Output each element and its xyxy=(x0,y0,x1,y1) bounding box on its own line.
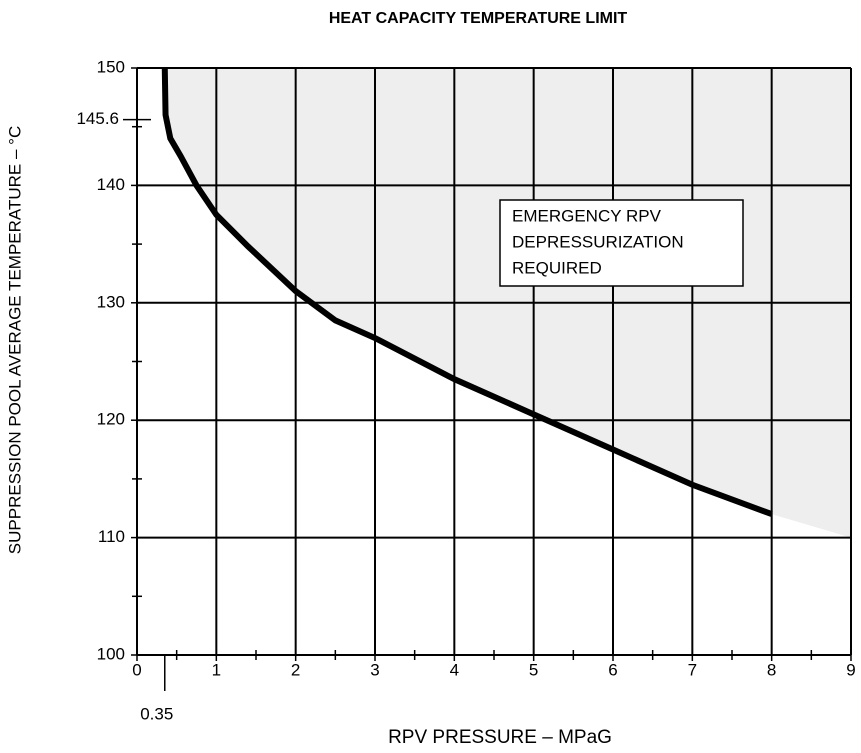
chart-title: HEAT CAPACITY TEMPERATURE LIMIT xyxy=(329,10,628,27)
y-tick-label: 120 xyxy=(97,410,125,429)
x-tick-label: 9 xyxy=(846,660,855,679)
limit-curve xyxy=(161,67,773,517)
x-tick-label: 5 xyxy=(529,660,538,679)
y-extra-tick-label: 145.6 xyxy=(76,109,119,128)
x-tick-label: 7 xyxy=(688,660,697,679)
x-tick-label: 1 xyxy=(212,660,221,679)
y-axis-label: SUPPRESSION POOL AVERAGE TEMPERATURE – °… xyxy=(5,126,24,554)
y-tick-label: 140 xyxy=(97,175,125,194)
annotation-box xyxy=(499,199,744,287)
x-tick-label: 6 xyxy=(608,660,617,679)
x-tick-label: 3 xyxy=(370,660,379,679)
y-tick-label: 110 xyxy=(98,527,125,546)
y-tick-label: 100 xyxy=(97,644,125,663)
annotation-text: REQUIRED xyxy=(512,258,602,277)
annotation-text: DEPRESSURIZATION xyxy=(512,232,684,251)
x-tick-label: 2 xyxy=(291,660,300,679)
x-extra-tick-label: 0.35 xyxy=(140,704,173,723)
x-tick-label: 8 xyxy=(767,660,776,679)
x-tick-label: 0 xyxy=(132,660,141,679)
y-tick-label: 150 xyxy=(97,57,125,76)
x-axis-label: RPV PRESSURE – MPaG xyxy=(388,727,612,748)
y-tick-label: 130 xyxy=(97,292,125,311)
annotation-text: EMERGENCY RPV xyxy=(512,206,662,225)
x-tick-label: 4 xyxy=(450,660,459,679)
